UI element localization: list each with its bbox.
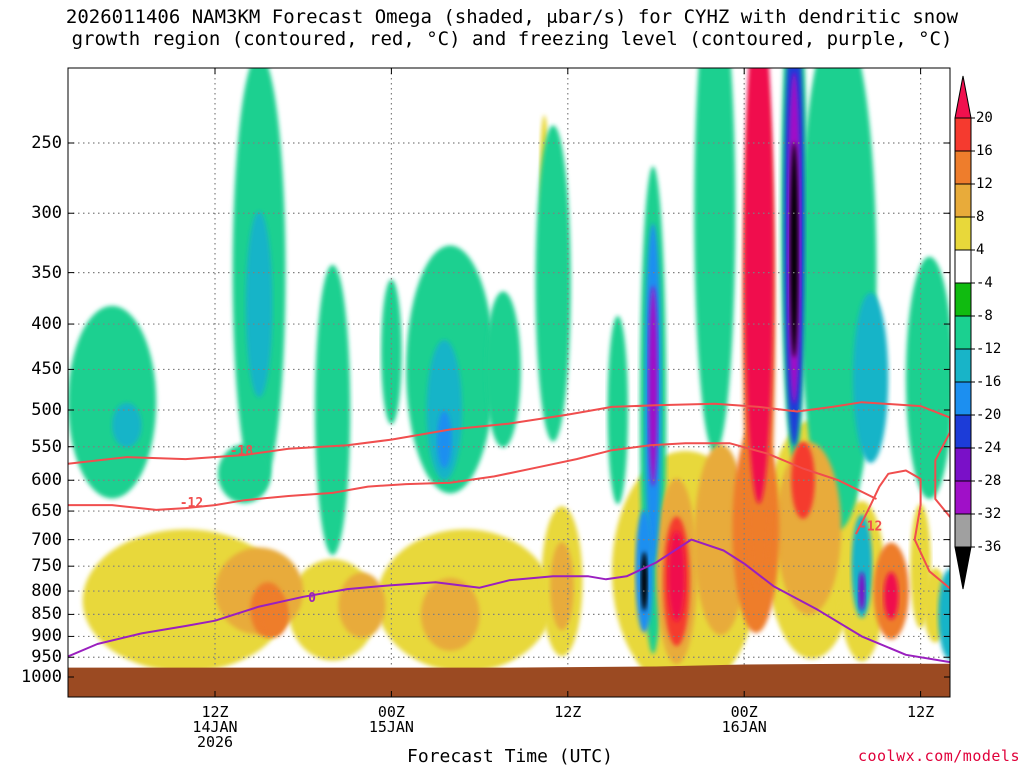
omega-region xyxy=(217,444,271,504)
omega-region xyxy=(607,315,629,505)
colorbar-swatch xyxy=(954,480,972,515)
omega-region xyxy=(694,68,736,453)
axis-ticks-layer xyxy=(68,68,950,697)
y-tick-label: 1000 xyxy=(21,667,62,687)
y-tick-label: 850 xyxy=(31,604,62,625)
omega-region xyxy=(314,264,351,556)
colorbar-label: -24 xyxy=(976,440,1002,456)
colorbar-swatch xyxy=(954,150,972,185)
plot-frame xyxy=(67,67,951,698)
colorbar-label: -32 xyxy=(976,506,1002,522)
colorbar-label: 12 xyxy=(976,176,993,192)
contour-label: -12 xyxy=(859,520,882,535)
colorbar-swatch xyxy=(954,381,972,416)
contour-label: -18 xyxy=(230,444,254,459)
colorbar-swatch xyxy=(954,546,972,590)
x-tick-label: 00Z xyxy=(377,703,405,721)
colorbar-swatch xyxy=(954,513,972,548)
y-tick-label: 700 xyxy=(31,529,62,550)
y-tick-label: 950 xyxy=(31,647,62,668)
contour-line--12b xyxy=(855,469,950,590)
omega-region xyxy=(436,411,452,469)
colorbar-label: -16 xyxy=(976,374,1002,390)
y-tick-label: 350 xyxy=(31,262,62,283)
y-tick-label: 450 xyxy=(31,359,62,380)
omega-region xyxy=(858,571,866,611)
colorbar-label: 16 xyxy=(976,143,993,159)
colorbar-swatch xyxy=(954,348,972,383)
omega-region xyxy=(640,551,648,611)
omega-region xyxy=(648,285,658,487)
x-tick-label: 12Z xyxy=(554,703,582,721)
y-tick-label: 600 xyxy=(31,470,62,491)
colorbar-swatch xyxy=(954,75,972,119)
x-tick-label: 00Z xyxy=(730,703,758,721)
omega-region xyxy=(535,125,571,442)
omega-region xyxy=(668,531,685,622)
terrain-layer xyxy=(68,663,950,697)
chart-title-line-2: growth region (contoured, red, °C) and f… xyxy=(71,28,953,50)
omega-region xyxy=(420,578,480,651)
colorbar-label: -20 xyxy=(976,407,1002,423)
omega-region xyxy=(381,279,402,425)
chart-title-line-1: 2026011406 NAM3KM Forecast Omega (shaded… xyxy=(65,6,959,28)
omega-region xyxy=(883,572,899,620)
y-tick-label: 900 xyxy=(31,626,62,647)
y-tick-label: 400 xyxy=(31,314,62,335)
credit-text: coolwx.com/models xyxy=(857,747,1020,765)
y-tick-label: 300 xyxy=(31,203,62,224)
colorbar-label: 4 xyxy=(976,242,985,258)
contour-label: 0 xyxy=(308,591,316,606)
y-tick-label: 800 xyxy=(31,581,62,602)
contour-layer: -18 -12 -12 0 xyxy=(68,401,950,664)
grid-layer xyxy=(68,68,950,697)
x-tick-label: 2026 xyxy=(196,733,234,751)
terrain-fill xyxy=(68,663,950,697)
omega-region xyxy=(852,292,889,463)
x-axis-title: Forecast Time (UTC) xyxy=(407,746,613,767)
x-tick-label: 16JAN xyxy=(721,718,767,736)
omega-region xyxy=(338,572,386,638)
omega-region xyxy=(905,256,950,499)
contour-label: -12 xyxy=(180,496,203,511)
colorbar-label: 20 xyxy=(976,110,993,126)
contour-line--12 xyxy=(68,442,877,511)
colorbar-label: -4 xyxy=(976,275,993,291)
colorbar xyxy=(954,75,975,590)
contour-line-0 xyxy=(68,538,950,664)
y-tick-label: 550 xyxy=(31,436,62,457)
colorbar-swatch xyxy=(954,282,972,317)
y-tick-label: 250 xyxy=(31,133,62,153)
omega-shading-layer xyxy=(68,68,950,692)
colorbar-label: -36 xyxy=(976,539,1002,555)
colorbar-label: -12 xyxy=(976,341,1002,357)
y-tick-label: 650 xyxy=(31,501,62,522)
colorbar-label: 8 xyxy=(976,209,985,225)
omega-region xyxy=(694,444,748,636)
omega-region xyxy=(744,68,774,504)
colorbar-swatch xyxy=(954,117,972,152)
omega-region xyxy=(68,305,157,499)
omega-region xyxy=(112,402,142,448)
omega-region xyxy=(245,211,273,398)
colorbar-swatch xyxy=(954,315,972,350)
omega-region xyxy=(550,542,574,631)
x-tick-label: 12Z xyxy=(907,703,935,721)
x-tick-label: 14JAN xyxy=(192,718,238,736)
colorbar-label: -8 xyxy=(976,308,993,324)
omega-region xyxy=(851,514,873,618)
omega-region xyxy=(790,142,799,358)
x-tick-label: 15JAN xyxy=(368,718,414,736)
y-tick-label: 750 xyxy=(31,556,62,577)
y-tick-label: 500 xyxy=(31,400,62,420)
colorbar-swatch xyxy=(954,183,972,218)
colorbar-swatch xyxy=(954,414,972,449)
colorbar-swatch xyxy=(954,249,972,284)
contour-line--18 xyxy=(68,401,950,519)
colorbar-label: -28 xyxy=(976,473,1002,489)
colorbar-swatch xyxy=(954,447,972,482)
x-tick-label: 12Z xyxy=(201,703,229,721)
colorbar-swatch xyxy=(954,216,972,251)
